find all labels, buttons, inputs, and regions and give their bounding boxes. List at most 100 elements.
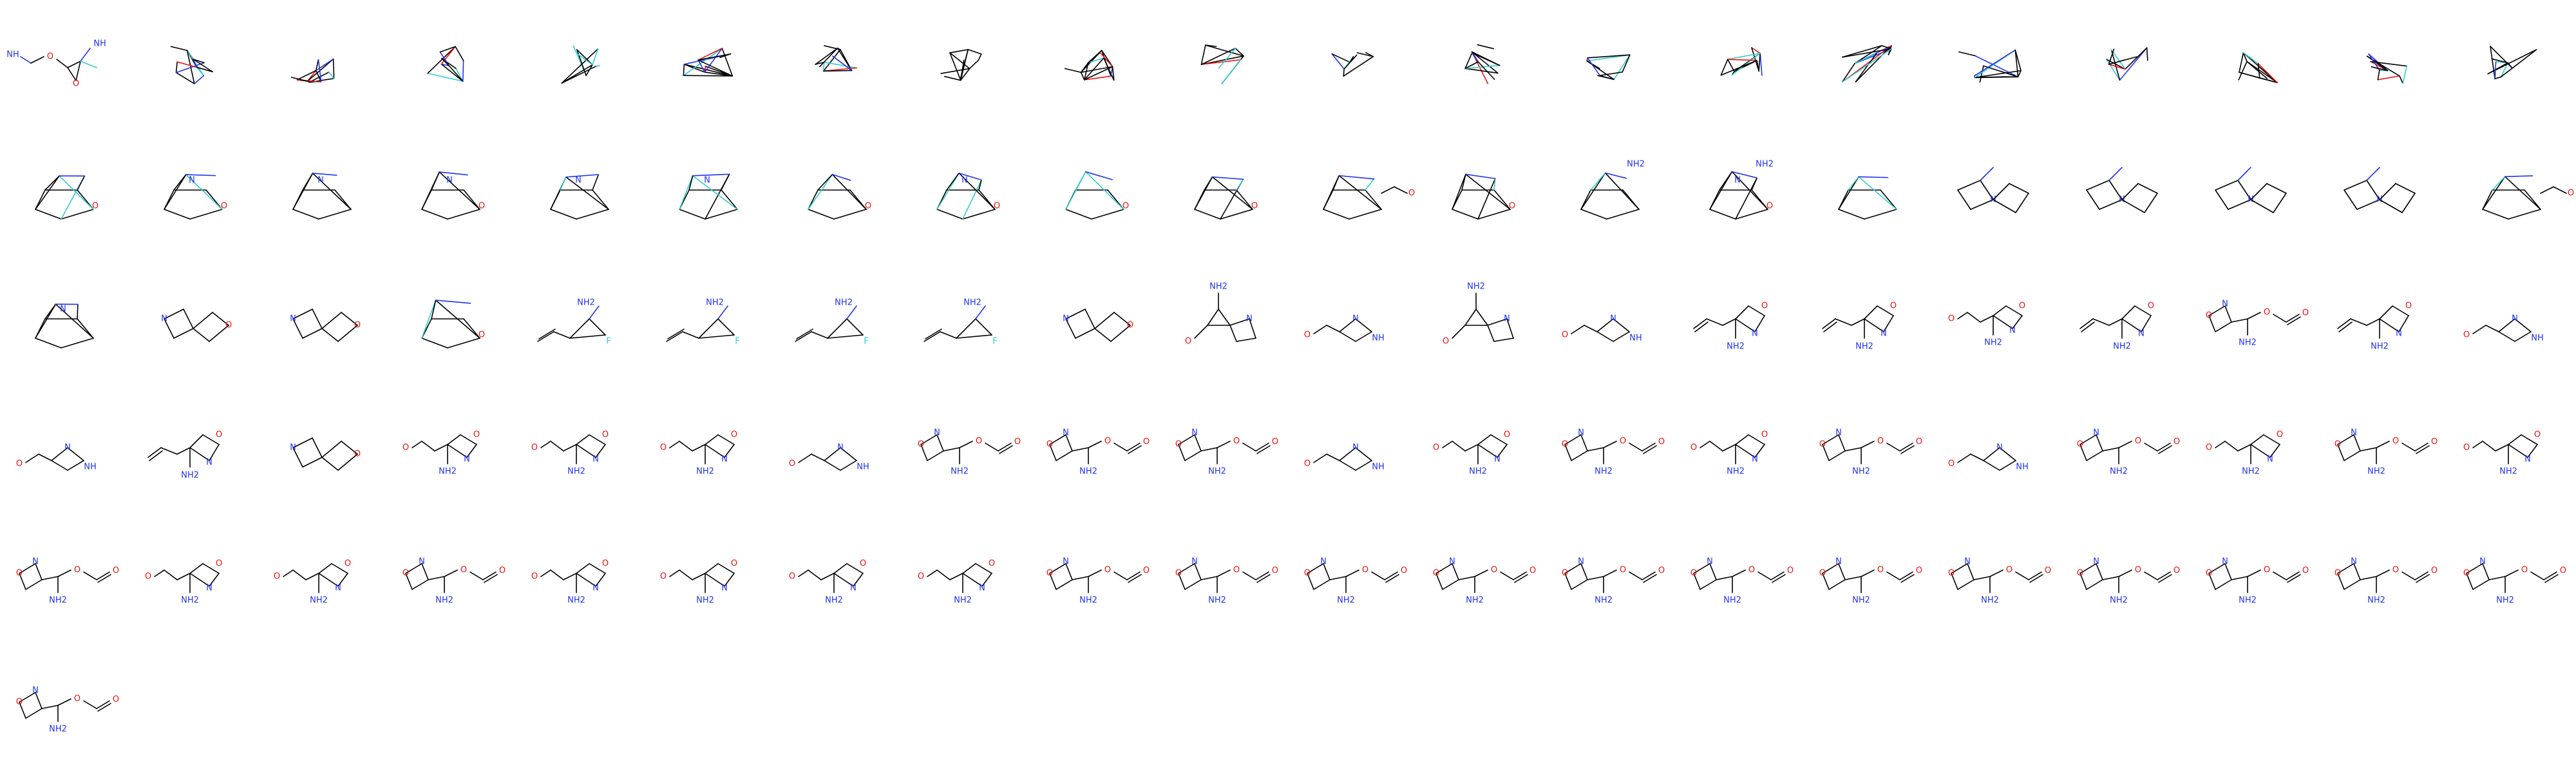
bond <box>2208 315 2216 332</box>
bond <box>1983 65 2019 78</box>
bond <box>1435 573 1443 590</box>
bond <box>302 457 323 468</box>
bond <box>1957 453 1971 463</box>
bond <box>1075 171 1086 191</box>
bond <box>439 171 468 176</box>
atom-label: O <box>865 202 871 211</box>
molecule-cell: O NH2 N O <box>2447 386 2576 515</box>
atom-label: N <box>32 557 39 567</box>
atom-label: O <box>2264 308 2270 318</box>
bond <box>1072 576 1089 580</box>
molecule-drawing <box>2238 52 2278 83</box>
bond <box>1861 569 1875 577</box>
bond <box>412 441 422 448</box>
molecule-structure <box>1064 50 1115 81</box>
molecule-drawing: NH2 F <box>537 298 611 347</box>
bond <box>2118 441 2132 448</box>
bond <box>1217 569 1231 577</box>
bond <box>1339 447 1356 461</box>
atom-label: O <box>1185 337 1191 347</box>
molecule-structure: NH2 O N <box>2079 301 2154 352</box>
bond <box>1349 209 1382 220</box>
bond <box>724 573 735 587</box>
bond <box>1838 434 1846 452</box>
bond <box>447 434 461 445</box>
molecule-cell <box>2061 0 2190 129</box>
molecule-drawing <box>2366 53 2408 84</box>
molecule-cell: O N NH2 O O <box>1030 515 1159 644</box>
atom-label: N <box>1964 557 1971 567</box>
atom-label: O <box>402 443 409 453</box>
molecule-cell <box>1030 0 1159 129</box>
bond <box>149 450 163 461</box>
bond <box>1184 579 1202 590</box>
molecule-drawing: ON <box>936 172 1000 220</box>
atom-label: O <box>2019 301 2025 311</box>
bond <box>1613 331 1630 342</box>
atom-label: N <box>1578 428 1584 438</box>
atom-label: NH2 <box>1981 596 1999 606</box>
molecule-drawing: O NH2 N O <box>531 430 609 477</box>
molecule-structure: NH2 O N <box>1693 301 1768 352</box>
bond <box>1735 318 1756 332</box>
atom-label: NH2 <box>1852 596 1870 606</box>
bond <box>2014 49 2022 72</box>
bond <box>1326 325 1340 332</box>
bond <box>1864 209 1897 220</box>
bond <box>1587 447 1604 452</box>
bond <box>833 563 848 574</box>
bond <box>1307 573 1314 590</box>
bond <box>67 67 77 81</box>
molecule-structure: NO <box>161 309 232 342</box>
bond <box>540 569 551 577</box>
bond <box>2228 199 2251 210</box>
atom-label: N <box>2351 557 2357 567</box>
molecule-structure: ON <box>164 174 227 220</box>
bond <box>1323 209 1350 220</box>
atom-label: N <box>1734 176 1741 186</box>
atom-label: N <box>2267 455 2273 464</box>
molecule-cell: N <box>1932 129 2061 258</box>
bond <box>823 61 858 69</box>
bond <box>2250 183 2268 200</box>
bond <box>1072 447 1089 452</box>
bond <box>1622 54 1631 73</box>
molecule-drawing: NO <box>1063 309 1133 342</box>
bond <box>2482 176 2506 210</box>
bond <box>1205 44 1244 57</box>
bond <box>455 68 464 82</box>
atom-label: O <box>1433 569 1439 578</box>
bond <box>2401 571 2416 580</box>
atom-label: O <box>660 443 667 453</box>
bond <box>589 305 600 320</box>
bond <box>1720 60 1757 76</box>
bond <box>440 63 464 82</box>
bond <box>2266 183 2287 194</box>
bond <box>83 571 97 580</box>
bond <box>1580 563 1588 580</box>
molecule-cell: O N NH2 O O <box>1159 515 1288 644</box>
bond <box>164 569 178 580</box>
bond <box>2553 186 2567 194</box>
bond <box>2215 321 2232 332</box>
molecule-structure: O <box>1065 171 1129 220</box>
bond <box>1970 453 1984 461</box>
molecule-drawing: O N NH2 O O <box>1046 557 1150 606</box>
atom-label: O <box>1562 569 1568 578</box>
bond <box>550 569 564 580</box>
atom-label: NH2 <box>181 471 199 481</box>
molecule-structure: O N NH <box>1304 314 1385 343</box>
atom-label: O <box>994 202 1000 211</box>
bond <box>2392 305 2409 316</box>
atom-label: NH2 <box>2239 338 2257 348</box>
molecule-cell <box>902 0 1030 129</box>
bond <box>1343 56 1374 77</box>
atom-label: F <box>606 337 611 347</box>
bond <box>1973 49 2016 77</box>
molecule-drawing: O N NH <box>1304 314 1385 343</box>
molecule-drawing <box>1958 49 2022 83</box>
bond <box>1365 189 1382 210</box>
atom-label: O <box>2302 566 2309 576</box>
